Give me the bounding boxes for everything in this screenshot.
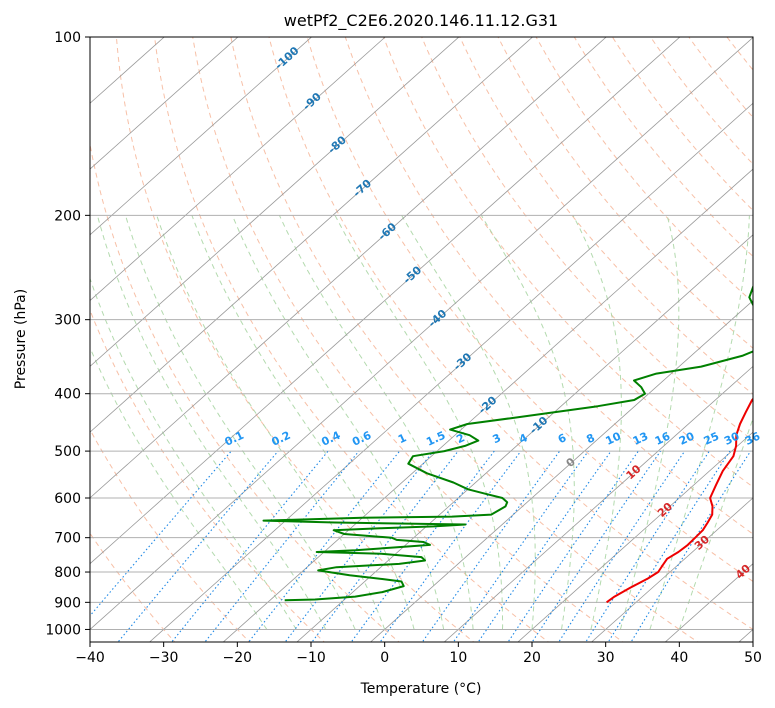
moist-adiabat-line — [401, 215, 536, 630]
mixing-ratio-label: 13 — [631, 430, 650, 448]
mixing-ratio-line — [170, 450, 329, 642]
mixing-ratio-line — [558, 450, 686, 642]
moist-adiabat-line — [572, 215, 622, 630]
x-tick-label: −20 — [223, 650, 253, 666]
moist-adiabat-line — [156, 215, 386, 630]
isotherm-line — [443, 365, 753, 642]
mixing-ratio-line — [247, 450, 401, 642]
mixing-ratio-label: 10 — [604, 429, 624, 447]
y-axis-title: Pressure (hPa) — [13, 289, 29, 389]
dry-adiabat-line — [115, 37, 475, 642]
x-tick-label: −10 — [296, 650, 326, 666]
x-tick-label: 20 — [523, 650, 541, 666]
dry-adiabat-line — [90, 308, 325, 642]
moist-adiabat-line — [90, 277, 297, 630]
y-tick-label: 1000 — [45, 622, 81, 638]
x-axis-title: Temperature (°C) — [360, 681, 482, 697]
mixing-ratio-line — [350, 450, 495, 642]
isotherm-line — [296, 234, 753, 642]
dry-adiabat-line — [383, 37, 753, 488]
mixing-ratio-label: 25 — [702, 430, 721, 448]
isotherm-line — [149, 102, 753, 642]
isotherm-line — [90, 37, 460, 367]
isotherm-line — [222, 168, 753, 642]
y-tick-label: 800 — [54, 565, 81, 581]
dry-adiabat-line — [192, 37, 624, 642]
mixing-ratio-line — [204, 450, 360, 642]
isotherm-line — [90, 37, 607, 499]
y-tick-label: 500 — [54, 444, 81, 460]
y-tick-label: 600 — [54, 491, 81, 507]
x-tick-label: 0 — [380, 650, 389, 666]
mixing-ratio-line — [284, 450, 434, 642]
isotherm-line — [591, 497, 753, 642]
dry-adiabat-line — [90, 532, 176, 642]
y-tick-label: 100 — [54, 30, 81, 46]
tick-layer: −40 −30 −20 −10 0 10 20 30 40 50 100 200 300 400 500 60… — [45, 30, 762, 666]
dewpoint-profile-line — [262, 284, 753, 602]
plot-frame — [89, 36, 754, 643]
isotherm-line — [517, 431, 753, 642]
isotherm-line — [90, 37, 386, 302]
dry-adiabat-line — [154, 37, 550, 642]
mixing-ratio-label: 20 — [677, 429, 697, 447]
dry-adiabat-line — [421, 37, 753, 442]
mixing-ratio-label: 16 — [653, 429, 673, 447]
x-tick-label: 40 — [670, 650, 688, 666]
isotherm-line — [90, 37, 681, 565]
y-tick-label: 200 — [54, 208, 81, 224]
isotherm-line — [90, 37, 313, 236]
y-tick-label: 900 — [54, 595, 81, 611]
dry-adiabat-line — [268, 37, 753, 631]
isotherm-line — [90, 37, 239, 170]
y-tick-label: 300 — [54, 313, 81, 329]
moist-adiabat-line — [480, 215, 575, 630]
dry-adiabat-line — [306, 37, 753, 583]
mixing-ratio-line — [477, 450, 612, 642]
dry-adiabat-line — [344, 37, 753, 535]
x-tick-label: −30 — [149, 650, 179, 666]
data-layer — [262, 284, 753, 604]
x-tick-label: 50 — [744, 650, 762, 666]
x-tick-label: 10 — [449, 650, 467, 666]
grid-layer — [90, 37, 753, 642]
isotherm-line — [90, 37, 753, 630]
dry-adiabat-line — [90, 141, 400, 642]
isotherm-line — [90, 37, 534, 433]
chart-title: wetPf2_C2E6.2020.146.11.12.G31 — [284, 11, 558, 31]
isotherm-line — [370, 300, 753, 642]
mixing-ratio-label: 30 — [722, 429, 742, 447]
dry-adiabat-line — [459, 37, 753, 395]
dry-adiabat-line — [230, 37, 699, 642]
temperature-profile-line — [606, 397, 753, 604]
x-tick-label: −40 — [75, 650, 105, 666]
y-tick-label: 700 — [54, 531, 81, 547]
mixing-ratio-line — [452, 450, 589, 642]
moist-adiabat-line — [334, 215, 504, 630]
y-tick-label: 400 — [54, 387, 81, 403]
dry-adiabat-line — [497, 37, 753, 349]
mixing-ratio-line — [507, 450, 639, 642]
mixing-ratio-line — [630, 450, 752, 642]
x-tick-label: 30 — [597, 650, 615, 666]
